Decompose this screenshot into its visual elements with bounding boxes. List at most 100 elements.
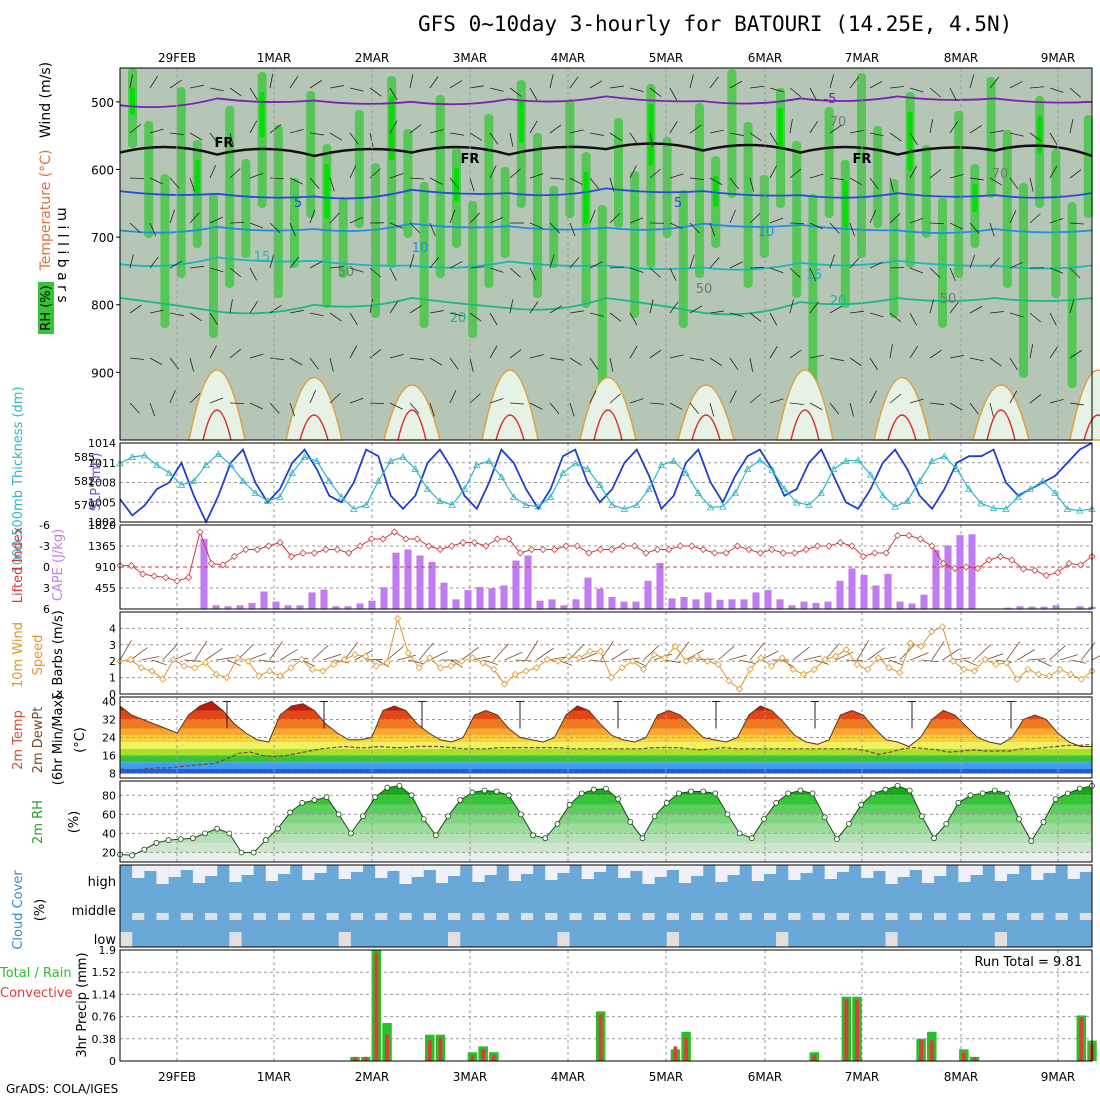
cloud-mid-gap [326, 913, 339, 920]
cape-bar [392, 552, 400, 609]
li-marker [425, 542, 433, 550]
wind-barb [489, 267, 504, 273]
wind-barb [509, 349, 522, 359]
tick-wind-0: 0 [109, 688, 116, 701]
wind-barb [189, 212, 200, 224]
cape-bar [968, 534, 976, 609]
wind-barb [809, 354, 824, 359]
thickness-marker [583, 465, 592, 472]
li-marker [859, 552, 867, 561]
wind-barb [329, 393, 341, 404]
contour-label-0: -5 [824, 92, 837, 107]
rh-marker [1076, 785, 1083, 792]
cloud-mid-gap [642, 913, 655, 920]
wind-barb [229, 267, 242, 278]
wind10-barb [803, 655, 822, 661]
wind-barb [869, 177, 879, 190]
cape-bar [440, 582, 448, 609]
wind-barb [429, 357, 443, 366]
dry-bubble [481, 369, 539, 441]
wind10-marker [735, 685, 744, 693]
wind-barb [349, 216, 363, 224]
wind10-barb [675, 641, 690, 661]
wind-barb [409, 74, 414, 89]
thickness-marker [177, 481, 186, 488]
wind-barb [549, 177, 564, 180]
li-marker [173, 577, 181, 585]
wind-barb [289, 256, 299, 269]
x-date-bottom-3MAR: 3MAR [453, 1070, 488, 1084]
rh-marker [1004, 790, 1010, 797]
cloud-mid-gap [375, 913, 388, 920]
wind-barb [749, 132, 762, 142]
cape-bar [308, 592, 316, 609]
tick-precip-1.9: 1.9 [99, 944, 117, 957]
wind10-marker [618, 664, 626, 672]
tick-precip-1.52: 1.52 [92, 966, 117, 979]
cloud-high-gap [144, 865, 157, 871]
rh-marker [420, 816, 427, 823]
wind-barb [289, 177, 303, 185]
wind-barb [529, 222, 544, 229]
wind-barb [429, 222, 436, 237]
cloud-high-gap [861, 865, 874, 878]
cloud-high-gap [654, 865, 667, 877]
wind-barb [509, 299, 514, 314]
precip-conv-bar [438, 1037, 443, 1061]
rh-marker [566, 801, 573, 808]
wind10-marker [864, 665, 872, 673]
wind10-marker [703, 657, 712, 665]
cloud-low-gap [994, 932, 1007, 947]
wind-barb [609, 357, 614, 372]
wind-barb [369, 299, 374, 314]
wind-barb [189, 265, 204, 269]
cloud-mid-gap [788, 913, 801, 920]
thickness-marker [620, 505, 629, 512]
wind-barb [449, 132, 464, 136]
wind-barb [1069, 222, 1084, 225]
wind-barb [149, 128, 164, 134]
rh-marker [578, 790, 585, 797]
wind10-barb [504, 651, 523, 661]
wind-barb [489, 87, 504, 92]
rh-streak [209, 193, 218, 338]
wind-barb [149, 222, 157, 236]
wind-barb [929, 349, 942, 359]
wind-barb [629, 398, 644, 404]
thickness-marker [202, 461, 210, 468]
thickness-marker [1051, 489, 1059, 496]
wind-barb [249, 172, 264, 179]
isotherm-20 [119, 297, 1093, 316]
wind10-barb [749, 642, 765, 661]
wind-barb [929, 267, 941, 279]
contour-label-16: 70 [992, 167, 1009, 182]
rh-marker [919, 813, 925, 820]
wind-barb [409, 305, 422, 314]
wind-barb [349, 345, 358, 359]
li-marker [265, 542, 273, 550]
cape-bar [368, 600, 376, 609]
wind-barb [209, 312, 218, 325]
wind-barb [349, 397, 364, 404]
tick-slp-1002: 1002 [88, 516, 116, 529]
cloud-high-gap [691, 865, 704, 876]
wind-barb [629, 217, 644, 224]
wind-barb [549, 305, 563, 314]
cloud-high-gap [1079, 865, 1093, 872]
rh-marker [603, 785, 609, 792]
thickness-marker [645, 485, 653, 492]
wind-barb [1069, 299, 1075, 314]
rh-marker [955, 800, 962, 806]
li-marker [493, 535, 501, 543]
thickness-marker [546, 493, 555, 500]
cape-bar [704, 592, 712, 609]
wind10-barb [846, 659, 864, 662]
wind-barb [209, 87, 224, 92]
hot-contour [593, 409, 623, 441]
x-date-top-7MAR: 7MAR [845, 51, 880, 65]
rh-band [120, 852, 1092, 862]
wind10-marker [757, 654, 765, 662]
rh-marker [542, 835, 549, 842]
wind-barb [189, 177, 195, 192]
wind-barb [589, 261, 603, 269]
